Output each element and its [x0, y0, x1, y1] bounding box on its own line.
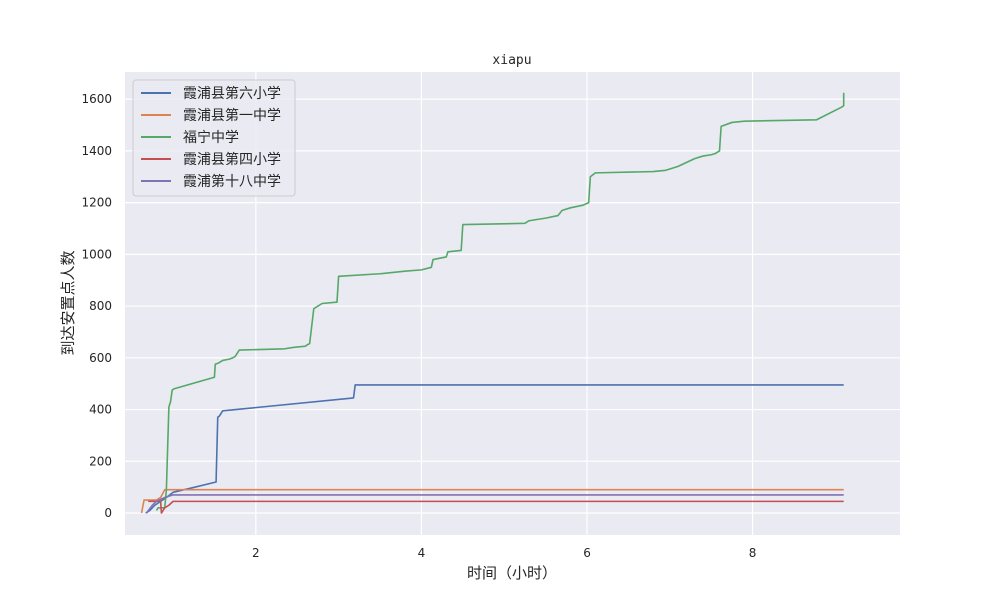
series-line-3: [148, 500, 844, 514]
y-tick-label-1: 200: [89, 454, 112, 468]
y-axis-title: 到达安置点人数: [59, 250, 77, 355]
legend-entry-0: 霞浦县第六小学: [141, 85, 281, 102]
chart-title: xiapu: [492, 53, 531, 68]
y-tick-label-2: 400: [89, 403, 112, 417]
legend-entry-1: 霞浦县第一中学: [141, 107, 281, 124]
y-tick-label-8: 1600: [81, 92, 112, 106]
legend-box: [132, 79, 296, 197]
y-tick-label-7: 1400: [81, 144, 112, 158]
y-tick-label-5: 1000: [81, 247, 112, 261]
y-tick-label-4: 800: [89, 299, 112, 313]
legend-entry-3: 霞浦县第四小学: [141, 151, 281, 168]
x-tick-labels: 2 4 6 8: [252, 546, 756, 560]
y-tick-label-0: 0: [104, 506, 112, 520]
legend-label-1: 霞浦县第一中学: [183, 107, 281, 124]
series-line-1: [140, 488, 844, 514]
legend-entry-2: 福宁中学: [141, 129, 239, 146]
x-axis-title: 时间（小时）: [467, 564, 557, 582]
series-layer: [140, 92, 845, 514]
legend-entry-4: 霞浦第十八中学: [141, 173, 281, 190]
y-tick-label-6: 1200: [81, 196, 112, 210]
series-line-0: [145, 384, 844, 514]
legend-label-2: 福宁中学: [183, 129, 239, 146]
series-line-2: [155, 92, 845, 511]
legend: 霞浦县第六小学 霞浦县第一中学 福宁中学 霞浦县第四小学 霞浦第十八中学: [132, 79, 296, 197]
legend-label-3: 霞浦县第四小学: [183, 151, 281, 168]
legend-label-0: 霞浦县第六小学: [183, 85, 281, 102]
x-tick-label-0: 2: [252, 546, 260, 560]
y-tick-labels: 0 200 400 600 800 1000 1200 1400 1600: [81, 92, 112, 520]
x-tick-label-2: 6: [583, 546, 591, 560]
x-tick-label-1: 4: [418, 546, 426, 560]
series-line-4: [145, 494, 844, 514]
x-tick-label-3: 8: [749, 546, 757, 560]
legend-label-4: 霞浦第十八中学: [183, 173, 281, 190]
y-tick-label-3: 600: [89, 351, 112, 365]
